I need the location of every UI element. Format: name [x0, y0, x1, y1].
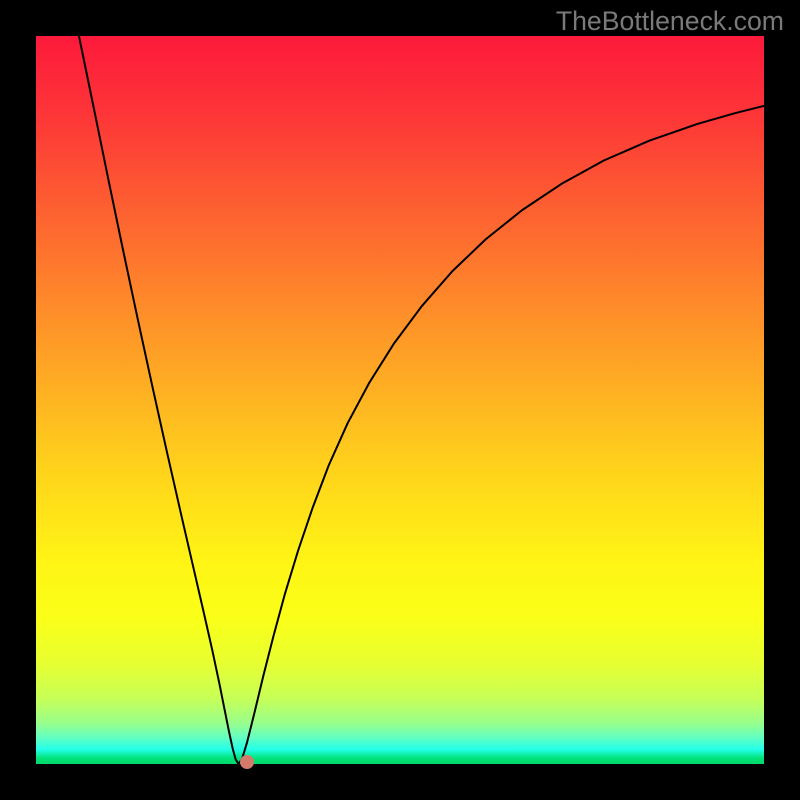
watermark-text: TheBottleneck.com	[556, 6, 784, 37]
minimum-marker	[240, 755, 254, 769]
bottleneck-curve	[0, 0, 800, 800]
